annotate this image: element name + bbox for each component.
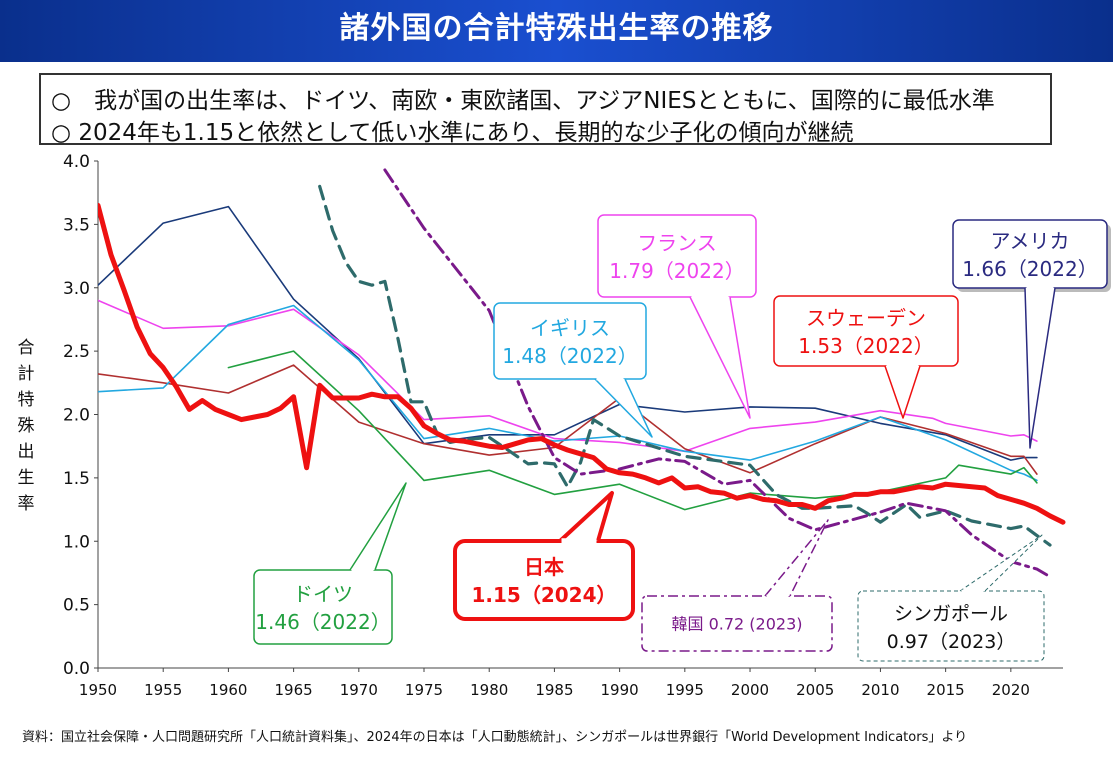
callout-ドイツ: ドイツ 1.46（2022） xyxy=(253,482,407,645)
callout-韓国: 韓国 0.72 (2023) xyxy=(641,519,833,652)
source-note: 資料：国立社会保障・人口問題研究所「人口統計資料集」、2024年の日本は「人口動… xyxy=(22,730,968,745)
x-tick-label: 1955 xyxy=(144,681,182,699)
chart-callouts: ドイツ1.46（2022）日本1.15（2024）イギリス1.48（2022）フ… xyxy=(253,214,1111,662)
series-line-韓国 xyxy=(383,168,1052,579)
x-tick-label: 2015 xyxy=(927,681,965,699)
page-title: 諸外国の合計特殊出生率の推移 xyxy=(339,11,774,46)
callout-pointer xyxy=(558,491,614,543)
callout-pointer xyxy=(959,534,1043,592)
callout-イギリス: イギリス 1.48（2022） xyxy=(493,302,653,438)
callout-value: 1.66（2022） xyxy=(962,257,1097,281)
callout-box xyxy=(253,569,393,645)
callout-box xyxy=(857,590,1045,662)
x-tick-label: 2020 xyxy=(992,681,1030,699)
callout-日本: 日本 1.15（2024） xyxy=(453,491,635,621)
chart-lines xyxy=(98,168,1066,579)
summary-box: ○ 我が国の出生率は、ドイツ、南欧・東欧諸国、アジアNIESとともに、国際的に最… xyxy=(39,73,1052,146)
y-tick-label: 2.5 xyxy=(63,342,90,362)
callout-スウェーデン: スウェーデン 1.53（2022） xyxy=(773,295,959,419)
callout-text: 韓国 0.72 (2023) xyxy=(671,615,802,634)
summary-line-1: ○ 我が国の出生率は、ドイツ、南欧・東欧諸国、アジアNIESとともに、国際的に最… xyxy=(51,88,995,114)
callout-value: 1.46（2022） xyxy=(255,610,390,634)
callout-value: 1.15（2024） xyxy=(471,583,616,607)
callout-アメリカ: アメリカ 1.66（2022） xyxy=(952,219,1111,449)
summary-line-2: ○ 2024年も1.15と依然として低い水準にあり、長期的な少子化の傾向が継続 xyxy=(51,120,854,146)
x-tick-label: 1980 xyxy=(470,681,508,699)
callout-value: 1.48（2022） xyxy=(502,344,637,368)
title-bar: 諸外国の合計特殊出生率の推移 xyxy=(0,0,1113,62)
y-tick-label: 0.0 xyxy=(63,659,90,679)
x-tick-label: 2005 xyxy=(796,681,834,699)
callout-pointer xyxy=(1024,287,1056,449)
y-tick-label: 2.0 xyxy=(63,406,90,426)
callout-label: イギリス xyxy=(530,316,610,340)
callout-value: 1.79（2022） xyxy=(609,259,744,283)
y-tick-label: 4.0 xyxy=(63,152,90,172)
callout-box xyxy=(453,539,635,621)
callout-label: ドイツ xyxy=(293,582,353,606)
y-axis-label: 合計特殊出生率 xyxy=(18,338,35,514)
callout-box xyxy=(641,595,833,652)
series-line-シンガポール xyxy=(318,184,1052,547)
series-line-ドイツ xyxy=(227,350,1038,511)
x-tick-label: 1950 xyxy=(79,681,117,699)
callout-label: フランス xyxy=(637,231,717,255)
x-tick-label: 1995 xyxy=(666,681,704,699)
callout-pointer xyxy=(689,296,751,419)
x-tick-label: 2010 xyxy=(861,681,899,699)
callout-label: スウェーデン xyxy=(806,306,926,330)
y-tick-label: 3.5 xyxy=(63,215,90,235)
callout-pointer xyxy=(594,378,653,438)
callout-label: 日本 xyxy=(524,555,564,579)
callout-box xyxy=(597,214,757,298)
x-tick-label: 1985 xyxy=(535,681,573,699)
x-tick-label: 2000 xyxy=(731,681,769,699)
chart-axes: 0.0 0.5 1.0 1.5 2.0 2.5 3.0 3.5 4.0 1950 1955 1960 1… xyxy=(18,152,1063,699)
callout-pointer xyxy=(764,519,829,597)
x-tick-label: 1975 xyxy=(405,681,443,699)
series-line-日本 xyxy=(98,202,1066,525)
callout-box xyxy=(773,295,959,367)
x-tick-label: 1960 xyxy=(209,681,247,699)
x-tick-label: 1965 xyxy=(275,681,313,699)
y-tick-label: 1.0 xyxy=(63,532,90,552)
x-tick-label: 1970 xyxy=(340,681,378,699)
callout-box xyxy=(493,302,647,380)
callout-pointer xyxy=(884,365,921,419)
callout-label: アメリカ xyxy=(991,229,1070,253)
callout-value: 0.97（2023） xyxy=(887,631,1016,653)
y-tick-label: 1.5 xyxy=(63,469,90,489)
y-tick-label: 0.5 xyxy=(63,596,90,616)
callout-value: 1.53（2022） xyxy=(798,334,933,358)
callout-pointer xyxy=(349,482,407,571)
callout-シンガポール: シンガポール 0.97（2023） xyxy=(857,534,1045,662)
y-tick-label: 3.0 xyxy=(63,279,90,299)
callout-フランス: フランス 1.79（2022） xyxy=(597,214,757,419)
x-tick-label: 1990 xyxy=(601,681,639,699)
callout-label: シンガポール xyxy=(894,603,1008,625)
